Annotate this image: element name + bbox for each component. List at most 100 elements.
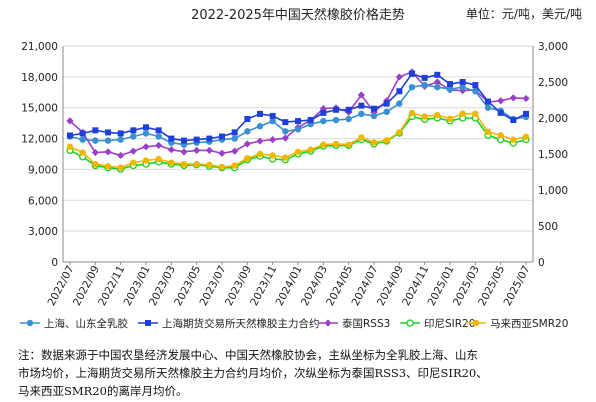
legend-marker: [324, 319, 332, 327]
legend-marker: [406, 319, 414, 327]
legend-label: 上海、山东全乳胶: [44, 317, 128, 330]
data-point: [91, 148, 99, 157]
data-point: [459, 87, 467, 95]
data-point: [142, 130, 150, 137]
y-left-tick-label: 18,000: [21, 72, 58, 84]
data-point: [497, 132, 504, 139]
data-point: [459, 83, 466, 91]
data-point: [370, 112, 378, 120]
data-point: [155, 155, 162, 163]
data-point: [447, 81, 453, 88]
data-point: [256, 137, 264, 145]
data-point: [295, 118, 301, 125]
data-point: [142, 157, 150, 164]
data-point: [79, 149, 86, 156]
data-point: [421, 74, 428, 81]
data-point: [497, 97, 505, 105]
data-point: [522, 133, 530, 140]
data-point: [281, 134, 289, 142]
data-point: [395, 73, 403, 81]
data-point: [510, 136, 517, 143]
data-point: [472, 82, 479, 89]
data-point: [244, 116, 251, 123]
y-right-tick-label: 0: [538, 257, 545, 269]
data-point: [218, 163, 226, 171]
y-right-tick-label: 2,500: [538, 77, 568, 89]
legend-label: 上海期货交易所天然橡胶主力合约: [162, 317, 320, 330]
note-line: 注：数据来源于中国农垦经济发展中心、中国天然橡胶协会，主纵坐标为全乳胶上海、山东: [18, 348, 478, 362]
series-2: [67, 70, 529, 144]
data-point: [282, 119, 289, 126]
data-point: [510, 117, 517, 124]
legend-item: 泰国RSS3: [318, 317, 390, 330]
data-point: [117, 151, 125, 160]
data-point: [446, 86, 454, 93]
data-point: [92, 160, 99, 168]
data-point: [168, 135, 175, 142]
data-point: [497, 109, 504, 116]
data-point: [333, 106, 339, 113]
data-point: [434, 83, 441, 91]
data-point: [320, 109, 327, 116]
unit-label: 单位：元/吨，美元/吨: [465, 7, 582, 21]
data-point: [357, 91, 365, 99]
chart-title: 2022-2025年中国天然橡胶价格走势: [191, 8, 405, 23]
y-left-tick-label: 21,000: [21, 41, 58, 53]
data-point: [269, 152, 276, 159]
data-point: [181, 137, 187, 144]
data-point: [269, 117, 276, 125]
title-row: 2022-2025年中国天然橡胶价格走势 单位：元/吨，美元/吨: [0, 4, 596, 26]
data-point: [167, 146, 175, 154]
data-point: [256, 150, 264, 158]
data-point: [66, 143, 74, 150]
line-chart: 0 3,000 6,000 9,000 12,000 15,000 18,000 21,000…: [20, 41, 568, 330]
data-point: [231, 135, 238, 142]
y-left-tick-label: 12,000: [21, 134, 58, 146]
data-point: [509, 94, 517, 102]
data-point: [433, 78, 441, 86]
data-point: [421, 113, 428, 120]
data-point: [206, 135, 213, 142]
data-point: [269, 136, 277, 144]
data-point: [358, 110, 365, 118]
data-point: [129, 147, 137, 155]
data-point: [370, 139, 378, 146]
data-point: [472, 110, 479, 117]
data-point: [130, 133, 137, 140]
data-point: [522, 94, 530, 103]
data-point: [67, 132, 73, 139]
data-point: [180, 148, 188, 156]
data-point: [231, 129, 238, 136]
data-point: [294, 126, 302, 133]
data-point: [345, 115, 352, 123]
data-point: [155, 133, 162, 140]
data-point: [244, 128, 251, 135]
data-point: [79, 136, 86, 143]
data-point: [320, 141, 327, 148]
y-left-tick-label: 3,000: [28, 226, 58, 238]
data-point: [459, 110, 466, 117]
data-point: [383, 100, 390, 107]
data-point: [269, 112, 276, 119]
data-point: [193, 136, 200, 143]
data-point: [130, 159, 137, 166]
note-line: 马来西亚SMR20的离岸月均价。: [18, 384, 188, 398]
y-right-tick-label: 3,000: [538, 41, 568, 53]
data-point: [143, 124, 149, 131]
legend-label: 泰国RSS3: [342, 317, 390, 330]
data-point: [244, 155, 251, 162]
legend-item: 上海、山东全乳胶: [20, 317, 128, 330]
data-point: [409, 70, 415, 77]
y-right-tick-label: 2,000: [538, 113, 568, 125]
data-point: [104, 148, 112, 156]
data-point: [358, 134, 365, 141]
data-point: [484, 104, 492, 111]
data-point: [434, 71, 441, 78]
data-point: [484, 128, 492, 135]
data-point: [396, 129, 403, 136]
data-point: [243, 140, 251, 148]
y-right-tick-label: 1,000: [538, 185, 568, 197]
y-right-tick-label: 1,500: [538, 149, 568, 161]
data-point: [371, 105, 377, 112]
y-left-tick-label: 9,000: [28, 164, 58, 176]
